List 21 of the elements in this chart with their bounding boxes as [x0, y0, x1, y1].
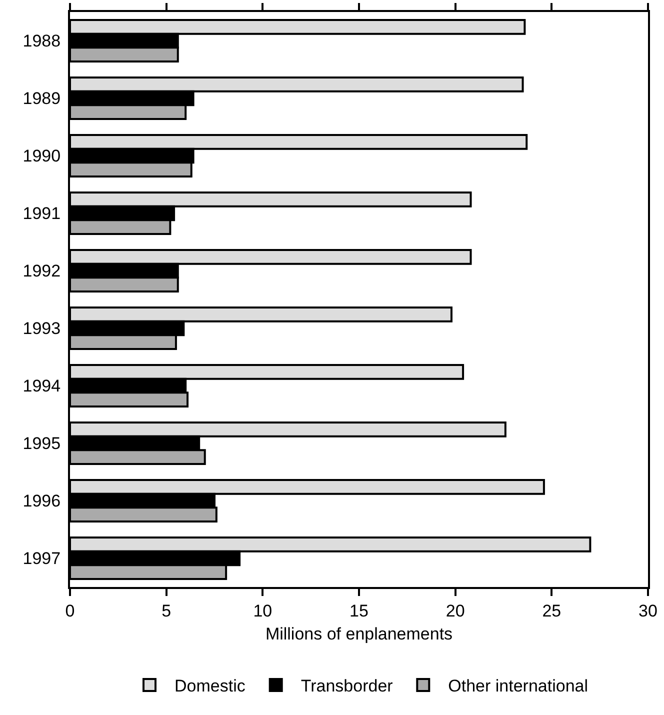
y-tick-label: 1990 — [22, 146, 61, 166]
x-tick-label: 20 — [446, 601, 465, 620]
y-tick-label: 1991 — [22, 204, 61, 224]
x-axis-title: Millions of enplanements — [265, 624, 453, 644]
x-tick-label: 5 — [162, 601, 172, 620]
legend-label: Domestic — [174, 676, 246, 696]
y-tick-label: 1988 — [22, 32, 61, 51]
x-tick-label: 25 — [542, 601, 562, 620]
y-tick-label: 1994 — [22, 376, 61, 396]
y-tick-label: 1989 — [22, 89, 61, 108]
legend-label: Other international — [448, 676, 588, 696]
x-tick-label: 0 — [65, 601, 75, 620]
x-tick-label: 15 — [350, 601, 368, 620]
y-tick-label: 1992 — [22, 262, 61, 281]
y-tick-label: 1995 — [22, 434, 61, 454]
y-tick-label: 1997 — [22, 549, 61, 568]
x-tick-label: 30 — [638, 601, 658, 620]
y-tick-label: 1996 — [22, 492, 61, 511]
legend-label: Transborder — [300, 676, 394, 696]
y-tick-label: 1993 — [22, 319, 61, 338]
x-tick-label: 10 — [253, 601, 272, 620]
